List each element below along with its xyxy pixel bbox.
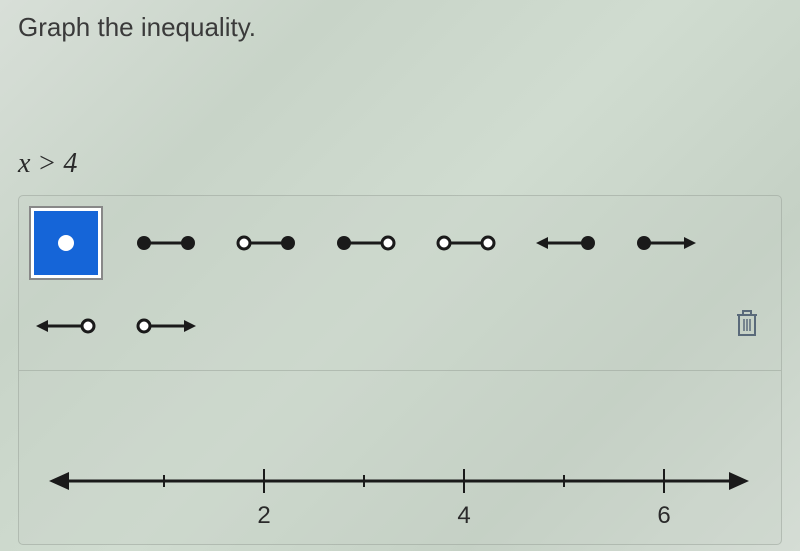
ray-lc-icon xyxy=(536,228,596,258)
tool-segment-closed-closed[interactable] xyxy=(131,213,201,273)
page-title: Graph the inequality. xyxy=(18,12,256,43)
tool-ray-left-open[interactable] xyxy=(31,296,101,356)
number-line-area[interactable]: 2 4 6 xyxy=(19,371,781,541)
tool-ray-left-closed[interactable] xyxy=(531,213,601,273)
inequality-expression: x > 4 xyxy=(18,148,77,180)
tool-ray-right-open[interactable] xyxy=(131,296,201,356)
ray-rc-icon xyxy=(636,228,696,258)
arrow-left-icon xyxy=(49,472,69,490)
ray-ro-icon xyxy=(136,311,196,341)
tool-segment-open-closed[interactable] xyxy=(231,213,301,273)
tick-label-2: 2 xyxy=(257,502,270,529)
seg-oc-icon xyxy=(236,228,296,258)
tick-label-4: 4 xyxy=(457,502,470,529)
tool-segment-open-open[interactable] xyxy=(431,213,501,273)
tool-row-1 xyxy=(31,208,769,278)
tool-row-2 xyxy=(31,296,769,356)
seg-cc-icon xyxy=(136,228,196,258)
tool-point-closed[interactable] xyxy=(31,208,101,278)
number-line: 2 4 6 xyxy=(49,461,749,541)
toolbar xyxy=(19,196,781,371)
arrow-right-icon xyxy=(729,472,749,490)
graphing-tool-panel: 2 4 6 xyxy=(18,195,782,545)
seg-oo-icon xyxy=(436,228,496,258)
trash-button[interactable] xyxy=(735,309,769,344)
tick-label-6: 6 xyxy=(657,502,670,529)
tool-ray-right-closed[interactable] xyxy=(631,213,701,273)
seg-co-icon xyxy=(336,228,396,258)
tool-segment-closed-open[interactable] xyxy=(331,213,401,273)
trash-icon xyxy=(735,309,759,337)
ray-lo-icon xyxy=(36,311,96,341)
point-closed-icon xyxy=(41,218,91,268)
